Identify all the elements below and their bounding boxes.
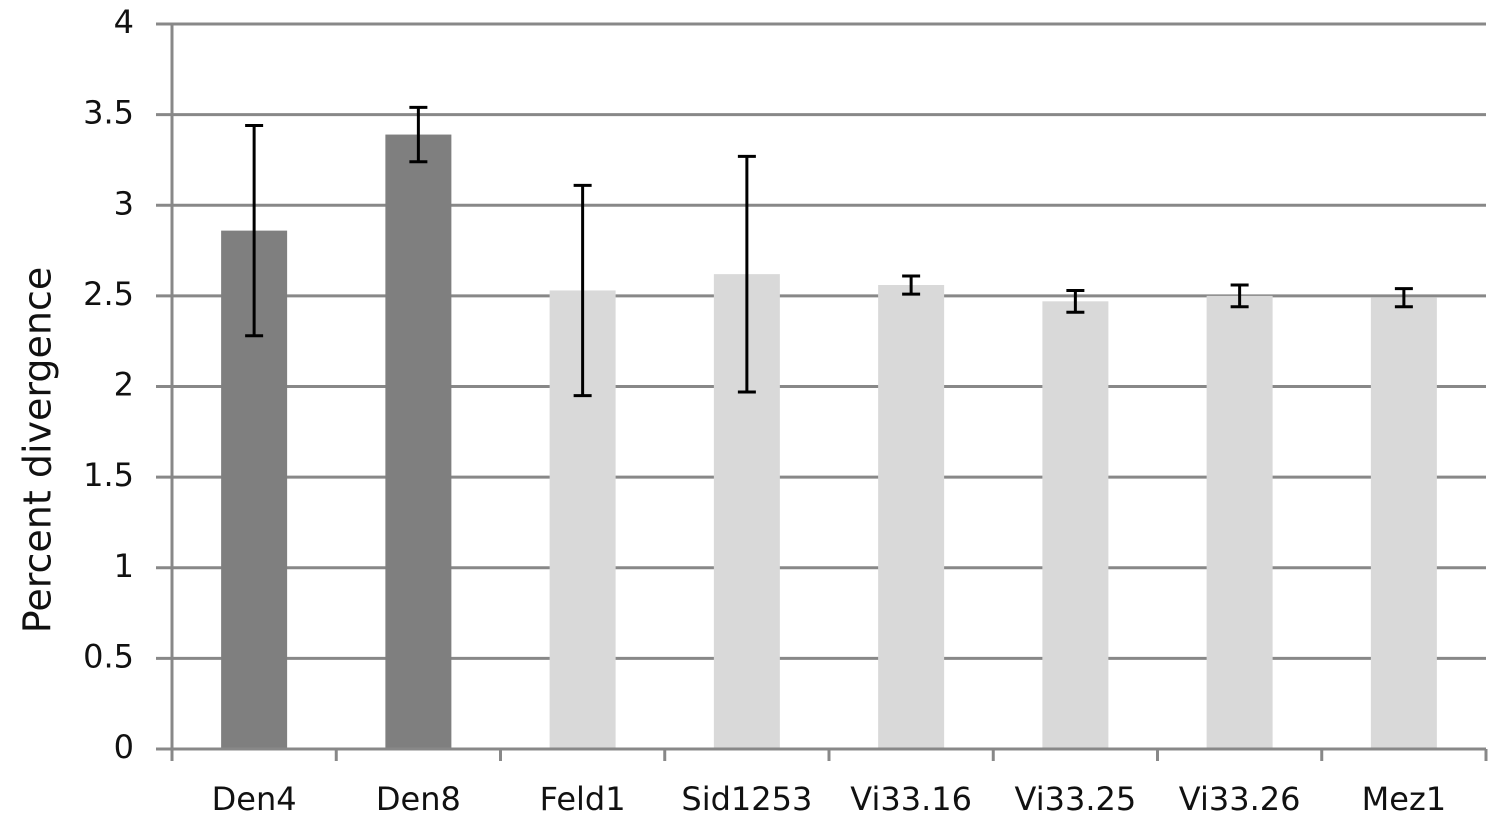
- y-tick-label: 2.5: [83, 275, 134, 313]
- y-tick-label: 2: [114, 366, 134, 404]
- error-bar: [1066, 288, 1085, 314]
- y-axis-label: Percent divergence: [16, 267, 60, 633]
- bar: [878, 285, 945, 749]
- error-bar: [1230, 283, 1249, 309]
- bar: [385, 134, 452, 749]
- y-tick-label: 0.5: [83, 637, 134, 675]
- y-tick-label: 1.5: [83, 456, 134, 494]
- x-tick-label: Den8: [376, 780, 461, 818]
- x-tick-label: Vi33.25: [1015, 780, 1137, 818]
- error-bar: [245, 124, 264, 338]
- bar: [1370, 297, 1437, 749]
- x-tick-label: Vi33.16: [850, 780, 972, 818]
- error-bar: [573, 183, 592, 398]
- error-bar: [737, 154, 756, 394]
- bar: [1042, 301, 1109, 749]
- error-bar: [902, 274, 921, 296]
- y-tick-label: 3.5: [83, 94, 134, 132]
- y-tick-label: 3: [114, 184, 134, 222]
- x-tick-label: Sid1253: [681, 780, 812, 818]
- bar: [1206, 295, 1273, 749]
- error-bar: [409, 105, 428, 164]
- y-tick-label: 0: [114, 728, 134, 766]
- x-tick-label: Mez1: [1362, 780, 1446, 818]
- y-tick-label: 1: [114, 547, 134, 585]
- x-tick-label: Vi33.26: [1179, 780, 1301, 818]
- y-tick-label: 4: [114, 3, 134, 41]
- error-bar: [1394, 287, 1413, 309]
- x-tick-label: Feld1: [540, 780, 626, 818]
- x-tick-label: Den4: [212, 780, 297, 818]
